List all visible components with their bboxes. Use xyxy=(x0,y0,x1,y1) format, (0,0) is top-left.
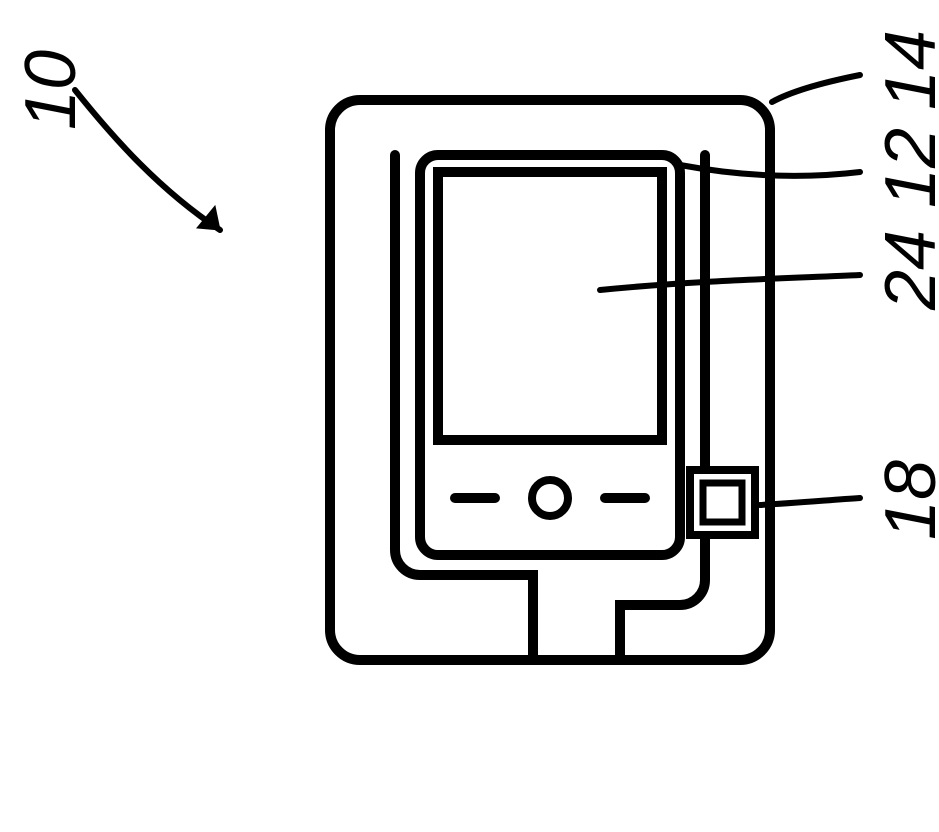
diagram-svg xyxy=(0,0,939,832)
figure-canvas: 10 14 12 24 18 xyxy=(0,0,939,832)
